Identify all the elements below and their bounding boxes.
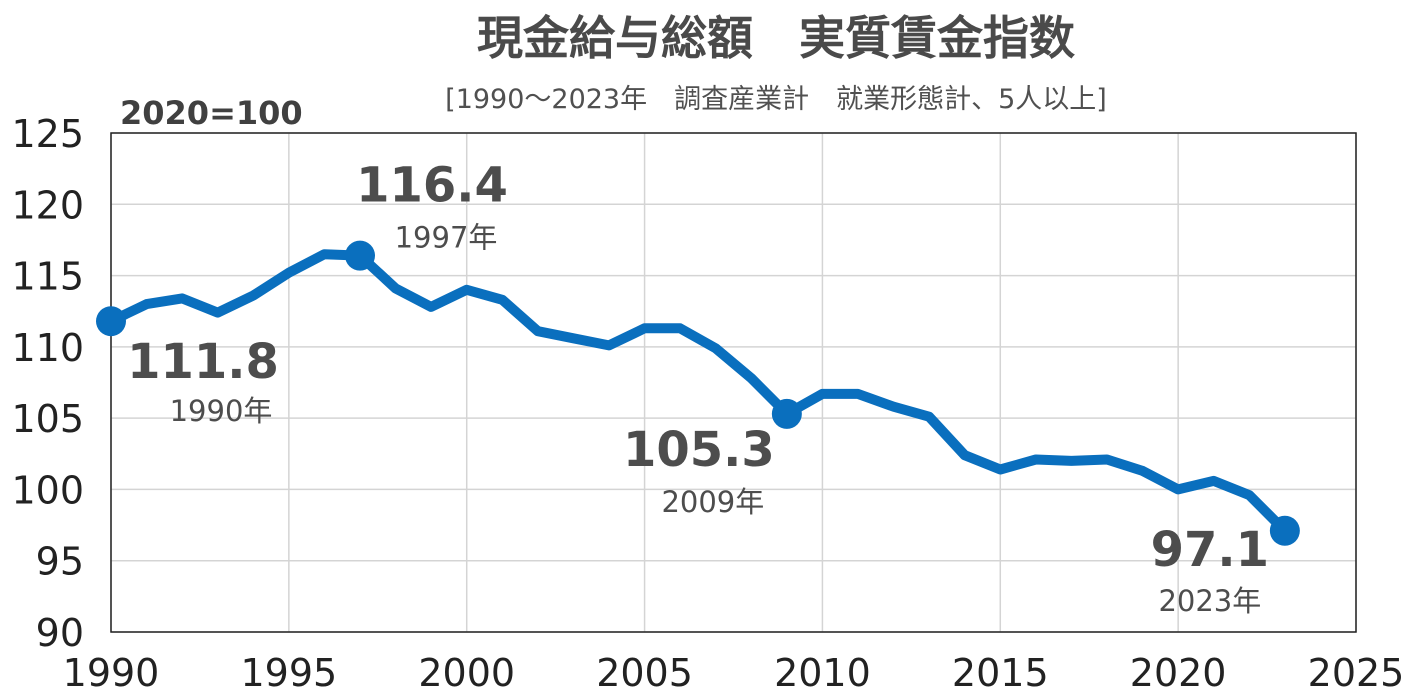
grid-lines [110, 132, 1357, 633]
x-axis-ticks: 1990 1995 2000 2005 2010 2015 2020 2025 [63, 651, 1405, 695]
y-tick-label: 105 [11, 397, 84, 441]
annotation-value: 105.3 [623, 422, 775, 478]
x-tick-label: 2005 [596, 651, 693, 695]
annotation-value: 111.8 [127, 334, 279, 390]
x-tick-label: 1995 [240, 651, 337, 695]
annotation-year: 1990年 [170, 394, 273, 428]
y-unit-label: 2020=100 [120, 94, 303, 132]
y-tick-label: 100 [11, 468, 84, 512]
x-tick-label: 2010 [774, 651, 871, 695]
y-tick-label: 125 [11, 112, 84, 156]
y-axis-ticks: 90 95 100 105 110 115 120 125 [11, 112, 84, 655]
annotation-value: 116.4 [356, 158, 508, 214]
annotation-value: 97.1 [1151, 522, 1269, 578]
y-tick-label: 95 [36, 540, 84, 584]
chart-subtitle: [1990～2023年 調査産業計 就業形態計、5人以上] [445, 84, 1107, 115]
y-tick-label: 110 [11, 326, 84, 370]
x-tick-label: 2000 [418, 651, 515, 695]
highlight-markers [96, 240, 1300, 546]
y-tick-label: 115 [11, 255, 84, 299]
x-tick-label: 1990 [63, 651, 160, 695]
x-tick-label: 2020 [1130, 651, 1227, 695]
highlight-marker [345, 240, 375, 271]
highlight-marker [96, 306, 126, 337]
annotation-year: 2023年 [1158, 584, 1261, 618]
highlight-marker [771, 398, 802, 429]
y-tick-label: 90 [36, 611, 84, 655]
plot-frame [110, 132, 1357, 633]
x-tick-label: 2015 [952, 651, 1049, 695]
chart-title: 現金給与総額 実質賃金指数 [477, 11, 1075, 65]
data-annotations: 111.8 1990年 116.4 1997年 105.3 2009年 97.1 2023年 [127, 158, 1269, 618]
y-tick-label: 120 [11, 183, 84, 227]
x-tick-label: 2025 [1308, 651, 1405, 695]
annotation-year: 2009年 [661, 485, 764, 519]
highlight-marker [1269, 515, 1300, 546]
annotation-year: 1997年 [395, 221, 498, 255]
series-line-real-wage-index [106, 249, 1290, 536]
